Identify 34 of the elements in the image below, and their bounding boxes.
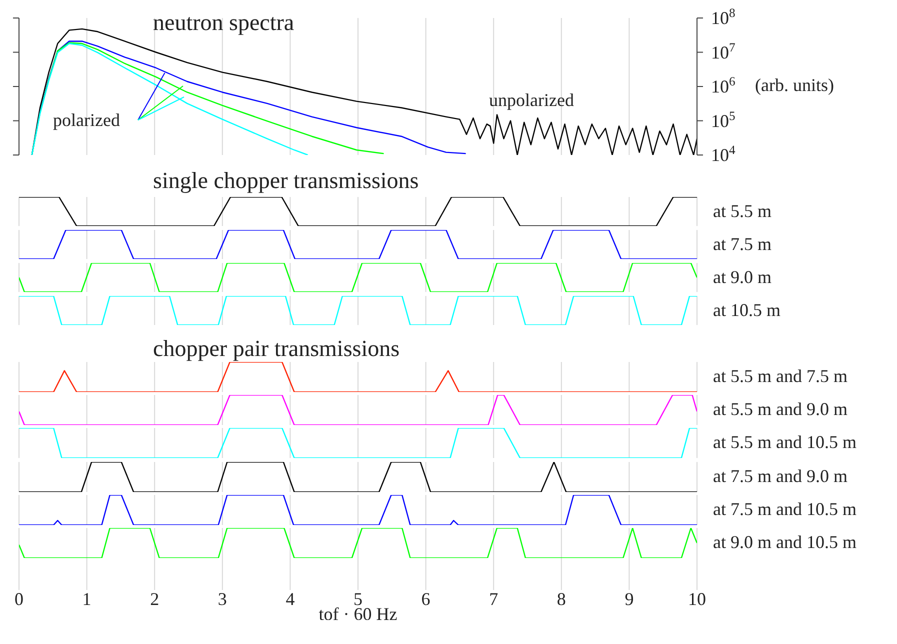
x-tick-label: 7 xyxy=(489,588,498,609)
x-tick-label: 6 xyxy=(421,588,430,609)
chart-title: single chopper transmissions xyxy=(153,168,419,194)
series-label: at 7.5 m and 9.0 m xyxy=(713,466,848,487)
x-tick-label: 8 xyxy=(556,588,566,609)
chart-title: chopper pair transmissions xyxy=(153,336,400,362)
x-tick-label: 3 xyxy=(218,588,227,609)
x-tick-label: 10 xyxy=(688,588,706,609)
series-label: at 9.0 m xyxy=(713,266,772,288)
line-series xyxy=(31,40,466,155)
series-label: at 5.5 m and 10.5 m xyxy=(713,432,856,454)
line-series xyxy=(31,42,308,155)
chart-title: neutron spectra xyxy=(153,10,294,36)
series-label: at 5.5 m xyxy=(713,200,772,222)
x-tick-label: 4 xyxy=(286,588,295,609)
annotation: unpolarized xyxy=(489,90,574,111)
series-label: at 5.5 m and 7.5 m xyxy=(713,366,848,387)
series-label: at 10.5 m xyxy=(713,300,780,320)
y-tick-label: 10$^{4}$ xyxy=(711,143,736,165)
line-series xyxy=(31,42,384,155)
y-tick-label: 10$^{8}$ xyxy=(711,6,736,28)
annotation: polarized xyxy=(53,110,120,131)
series-label: at 5.5 m and 9.0 m xyxy=(713,399,848,420)
y-tick-label: 10$^{5}$ xyxy=(711,108,736,131)
x-tick-label: 2 xyxy=(150,588,160,609)
y-axis-title: (arb. units) xyxy=(755,74,834,96)
y-tick-label: 10$^{6}$ xyxy=(711,74,736,96)
x-tick-label: 9 xyxy=(624,588,634,609)
x-tick-label: 1 xyxy=(82,588,92,609)
series-label: at 7.5 m and 10.5 m xyxy=(713,498,856,520)
y-tick-label: 10$^{7}$ xyxy=(711,40,736,62)
series-label: at 7.5 m xyxy=(713,234,772,254)
series-label: at 9.0 m and 10.5 m xyxy=(713,532,856,553)
x-tick-label: 0 xyxy=(14,588,24,609)
